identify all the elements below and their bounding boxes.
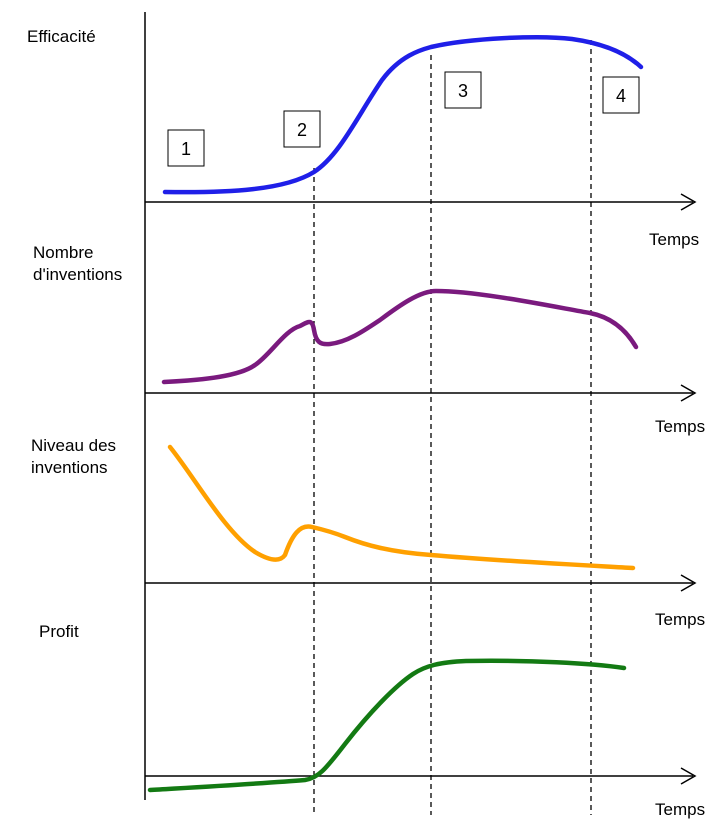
ylabel-profit: Profit [39,622,79,641]
xlabel-panel-3: Temps [655,610,705,629]
stage-number-4: 4 [616,86,626,106]
axis-panel-3 [145,574,697,592]
ylabel-inventions-level: Niveau des inventions [31,436,121,477]
stage-number-1: 1 [181,139,191,159]
inventions-level-curve [167,444,636,571]
efficiency-curve [162,35,644,195]
xlabel-panel-1: Temps [649,230,699,249]
xlabel-panel-4: Temps [655,800,705,819]
stage-box-3: 3 [444,71,482,109]
ylabel-efficiency: Efficacité [27,27,96,46]
inventions-count-curve [161,288,639,385]
stage-box-1: 1 [167,129,205,167]
axis-panel-4 [145,767,697,785]
axis-panel-1 [145,193,697,211]
stage-number-2: 2 [297,120,307,140]
xlabel-panel-2: Temps [655,417,705,436]
stage-box-4: 4 [602,76,640,114]
profit-curve [147,658,627,793]
axis-panel-2 [145,384,697,402]
ylabel-inventions-count: Nombre d'inventions [33,243,122,284]
stage-box-2: 2 [283,110,321,148]
stage-number-3: 3 [458,81,468,101]
